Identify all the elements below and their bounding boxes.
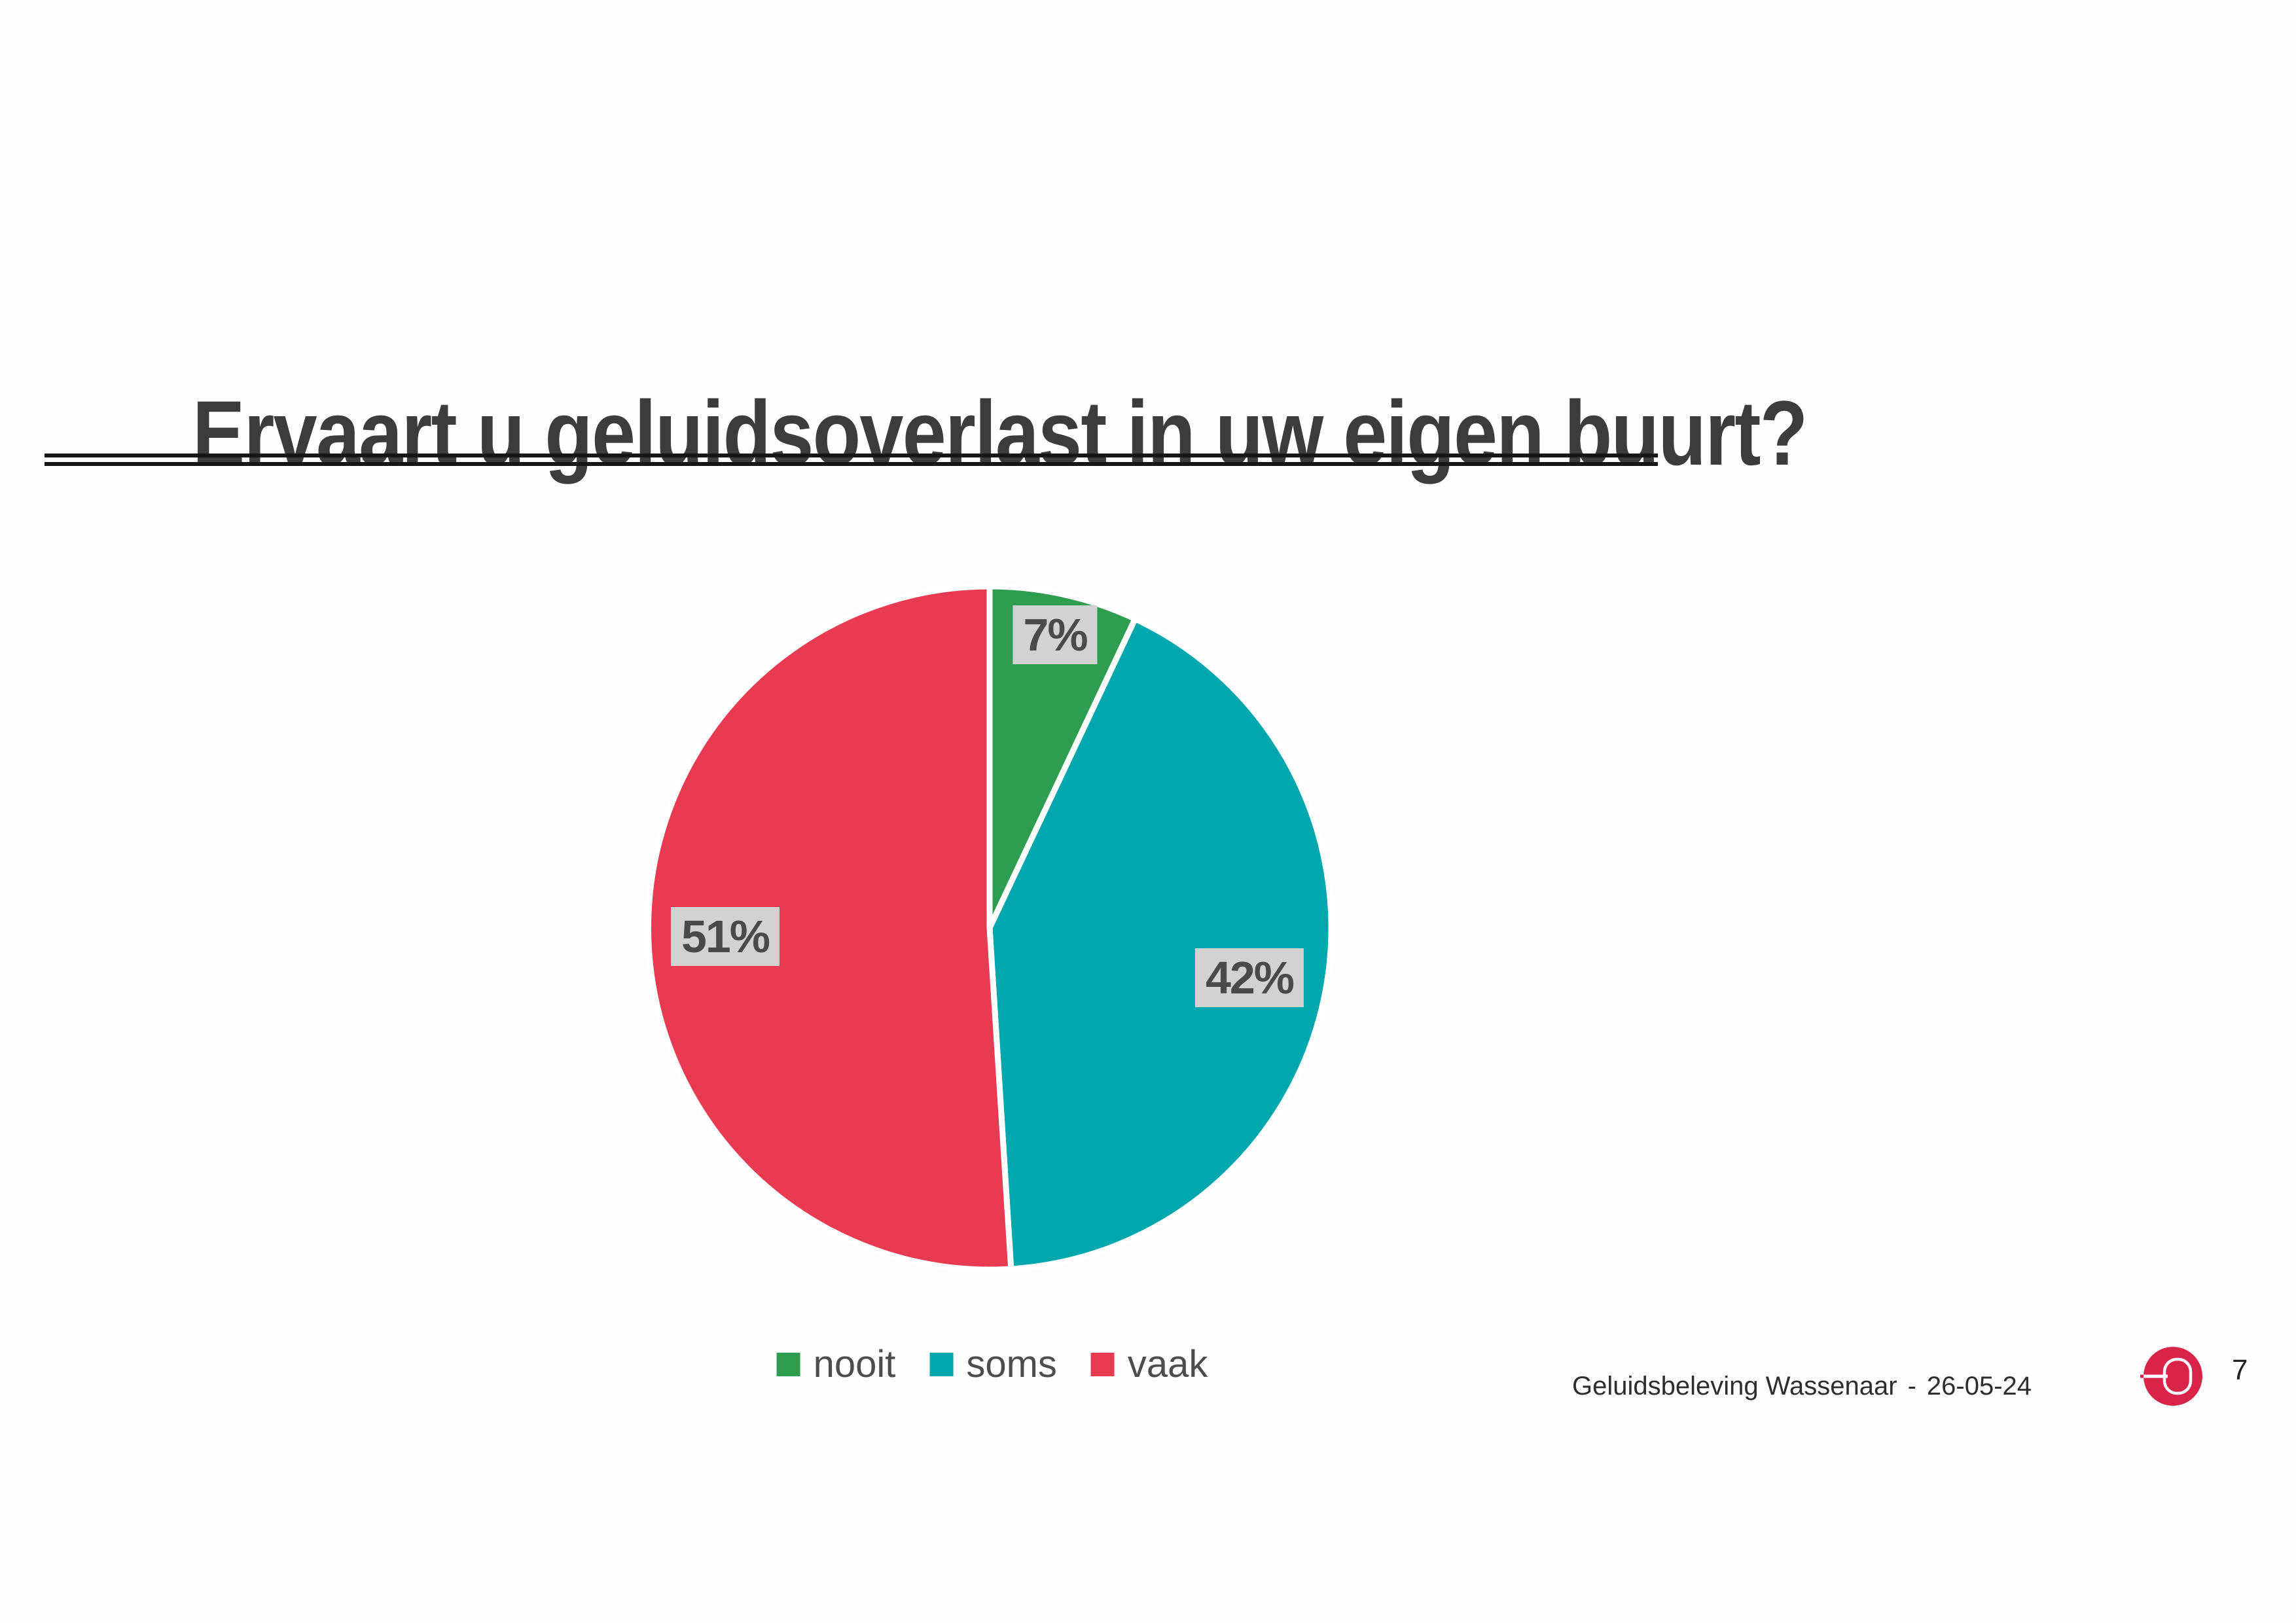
footer-separator: - bbox=[1907, 1372, 1916, 1400]
legend-label-nooit: nooit bbox=[813, 1343, 896, 1385]
pie-slice-vaak bbox=[645, 583, 1014, 1273]
chart-legend: nooit soms vaak bbox=[776, 1343, 1208, 1385]
pie-label-soms: 42% bbox=[1194, 948, 1304, 1007]
legend-label-soms: soms bbox=[966, 1343, 1057, 1385]
title-underline bbox=[45, 454, 1658, 466]
page-number: 7 bbox=[2232, 1354, 2248, 1386]
footer: Geluidsbeleving Wassenaar -26-05-24 bbox=[1572, 1372, 2032, 1400]
legend-item-soms: soms bbox=[929, 1346, 1057, 1383]
footer-title: Geluidsbeleving Wassenaar bbox=[1572, 1372, 1897, 1400]
pie-chart-svg bbox=[645, 583, 1335, 1273]
company-logo-icon bbox=[2140, 1347, 2202, 1406]
title-underline-top bbox=[45, 454, 1658, 457]
legend-label-vaak: vaak bbox=[1127, 1343, 1208, 1385]
legend-item-nooit: nooit bbox=[776, 1343, 896, 1385]
legend-swatch-nooit-icon bbox=[776, 1353, 800, 1376]
pie-slice-nooit bbox=[986, 583, 1138, 931]
logo-g-ring bbox=[2162, 1357, 2193, 1395]
footer-date: 26-05-24 bbox=[1926, 1372, 2032, 1400]
title-underline-bottom bbox=[45, 462, 1658, 466]
legend-swatch-vaak-icon bbox=[1090, 1353, 1115, 1376]
legend-swatch-soms-icon bbox=[929, 1353, 954, 1376]
pie-label-vaak: 51% bbox=[670, 907, 780, 966]
pie-slice-soms bbox=[986, 616, 1335, 1272]
pie-label-nooit: 7% bbox=[1013, 605, 1098, 664]
logo-crossbar bbox=[2144, 1374, 2168, 1378]
legend-item-vaak: vaak bbox=[1090, 1343, 1208, 1385]
pie-chart: 7% 42% 51% bbox=[636, 575, 1343, 1281]
